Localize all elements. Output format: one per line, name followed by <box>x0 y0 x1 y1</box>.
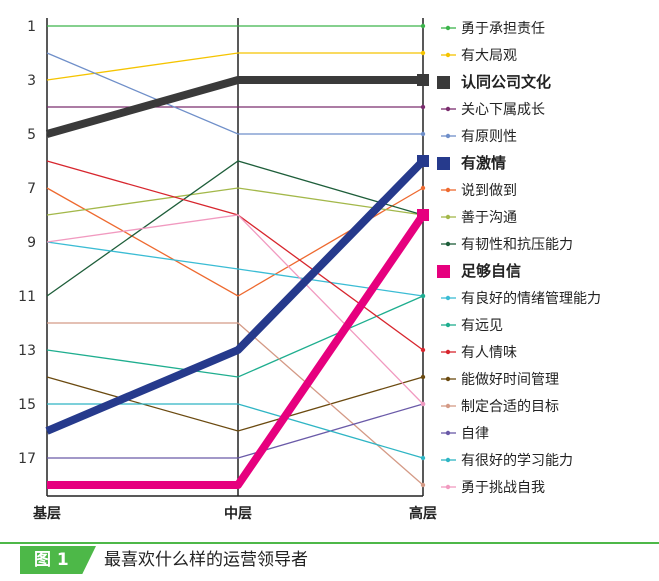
legend-swatch-dot <box>445 133 451 139</box>
legend-label: 能做好时间管理 <box>461 372 559 388</box>
legend-label: 关心下属成长 <box>461 102 545 118</box>
series-end-marker <box>420 185 426 191</box>
series-end-marker <box>420 131 426 137</box>
legend-swatch-dot <box>445 106 451 112</box>
legend-label: 认同公司文化 <box>461 73 551 91</box>
series-end-marker <box>420 482 426 488</box>
y-tick-label: 3 <box>27 73 36 89</box>
legend-label: 勇于承担责任 <box>461 21 545 37</box>
series-end-marker <box>420 50 426 56</box>
legend-swatch-dot <box>445 25 451 31</box>
legend-swatch <box>437 265 450 278</box>
legend-swatch-dot <box>445 376 451 382</box>
thin-series-lines <box>46 23 426 488</box>
series-end-marker <box>420 23 426 29</box>
legend-label: 勇于挑战自我 <box>461 480 545 496</box>
y-tick-label: 13 <box>18 343 36 359</box>
bold-series-lines <box>45 74 429 489</box>
legend-swatch-dot <box>445 457 451 463</box>
legend-label: 有激情 <box>461 154 506 172</box>
legend-label: 有原则性 <box>461 129 517 145</box>
series-line <box>46 241 424 297</box>
legend-swatch-dot <box>445 295 451 301</box>
series-end-marker <box>417 209 429 221</box>
legend-label: 有人情味 <box>461 345 517 361</box>
y-tick-label: 5 <box>27 127 36 143</box>
series-line <box>46 376 424 432</box>
caption-rule <box>0 542 659 544</box>
legend-label: 有韧性和抗压能力 <box>461 237 573 253</box>
series-end-marker <box>420 347 426 353</box>
series-line <box>46 187 424 297</box>
legend-swatch-dot <box>445 349 451 355</box>
figure-number: 图 1 <box>20 546 96 574</box>
series-line <box>47 212 427 489</box>
x-tick-label: 高层 <box>409 505 437 522</box>
legend-swatch <box>437 76 450 89</box>
series-end-marker <box>420 455 426 461</box>
legend-swatch-dot <box>445 52 451 58</box>
legend-label: 说到做到 <box>461 183 517 199</box>
legend-swatch <box>437 157 450 170</box>
legend-label: 善于沟通 <box>461 210 517 226</box>
series-end-marker <box>420 401 426 407</box>
series-end-marker <box>417 155 429 167</box>
y-tick-label: 11 <box>18 289 36 305</box>
y-tick-label: 9 <box>27 235 36 251</box>
legend-label: 足够自信 <box>461 262 521 280</box>
legend-swatch-dot <box>445 241 451 247</box>
figure-title: 最喜欢什么样的运营领导者 <box>104 550 308 570</box>
x-tick-label: 中层 <box>224 505 252 522</box>
legend-label: 有很好的学习能力 <box>461 453 573 469</box>
y-tick-label: 15 <box>18 397 36 413</box>
series-end-marker <box>417 74 429 86</box>
figure-caption: 图 1 最喜欢什么样的运营领导者 <box>0 542 659 581</box>
y-tick-label: 1 <box>27 19 36 35</box>
legend-label: 有良好的情绪管理能力 <box>461 291 601 307</box>
series-line <box>47 403 424 459</box>
x-tick-label: 基层 <box>33 505 61 522</box>
legend-swatch-dot <box>445 430 451 436</box>
series-end-marker <box>420 374 426 380</box>
chart-legend: 勇于承担责任有大局观认同公司文化关心下属成长有原则性有激情说到做到善于沟通有韧性… <box>437 21 601 496</box>
series-line <box>47 403 424 459</box>
series-line <box>46 187 424 216</box>
series-line <box>46 160 424 297</box>
legend-label: 自律 <box>461 426 489 442</box>
legend-swatch-dot <box>445 214 451 220</box>
legend-swatch-dot <box>445 403 451 409</box>
legend-swatch-dot <box>445 484 451 490</box>
legend-label: 有大局观 <box>461 48 517 64</box>
series-end-marker <box>420 104 426 110</box>
series-line <box>46 295 424 378</box>
series-line <box>45 158 426 435</box>
series-line <box>47 322 424 486</box>
series-end-marker <box>420 293 426 299</box>
series-line <box>46 52 423 135</box>
series-line <box>46 214 424 405</box>
legend-label: 有远见 <box>461 318 503 334</box>
series-line <box>46 52 423 81</box>
legend-swatch-dot <box>445 322 451 328</box>
y-tick-label: 7 <box>27 181 36 197</box>
legend-label: 制定合适的目标 <box>461 399 559 415</box>
series-line <box>45 76 423 138</box>
y-tick-label: 17 <box>18 451 36 467</box>
legend-swatch-dot <box>445 187 451 193</box>
